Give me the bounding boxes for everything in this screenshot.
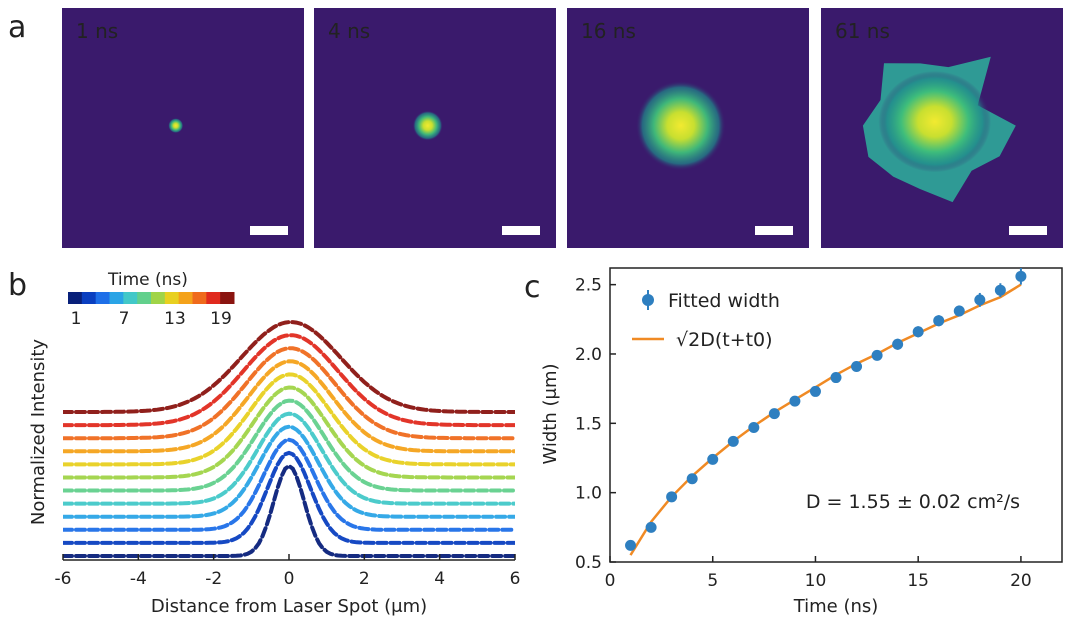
data-point — [953, 305, 965, 317]
image-tile: 4 ns — [314, 8, 556, 248]
y-axis-label: Normalized Intensity — [28, 339, 49, 525]
y-tick-label: 2.0 — [575, 345, 602, 365]
scale-bar — [250, 226, 288, 235]
diffusion-spot — [412, 110, 443, 141]
x-tick-label: 0 — [605, 571, 616, 591]
x-tick-label: -2 — [205, 569, 222, 589]
data-point — [809, 385, 821, 397]
time-label: 61 ns — [835, 19, 890, 43]
x-tick-label: -4 — [130, 569, 147, 589]
colorbar-tick-label: 7 — [119, 309, 130, 329]
scale-bar — [502, 226, 540, 235]
data-point — [871, 349, 883, 361]
tile-background — [62, 8, 304, 248]
colorbar-swatch — [137, 292, 152, 304]
x-axis-label: Distance from Laser Spot (μm) — [151, 596, 427, 617]
series-group — [63, 320, 515, 558]
colorbar-swatch — [95, 292, 110, 304]
image-tile: 61 ns — [821, 8, 1063, 248]
colorbar-swatch — [220, 292, 235, 304]
data-point — [851, 360, 863, 372]
scale-bar — [755, 226, 793, 235]
profile-line-t6 — [63, 411, 515, 506]
profile-line-t15 — [63, 346, 515, 441]
width-plot: 0 5 10 15 20 0.5 1.0 1.5 2.0 2.5 Time (ns) Width (μ… — [540, 267, 1063, 617]
time-label: 1 ns — [76, 19, 118, 43]
data-point — [686, 473, 698, 485]
x-tick-label: 6 — [510, 569, 521, 589]
profile-line-t10 — [63, 385, 515, 480]
profile-line-t11 — [63, 372, 515, 467]
time-label: 16 ns — [581, 19, 636, 43]
profile-line-t2 — [63, 450, 515, 545]
y-tick-label: 1.0 — [575, 484, 602, 504]
colorbar-title: Time (ns) — [107, 270, 188, 290]
profile-line-t13 — [63, 359, 515, 454]
profile-line-t17 — [63, 333, 515, 428]
fit-line — [629, 283, 1022, 556]
data-point — [625, 539, 637, 551]
data-point — [789, 395, 801, 407]
data-point — [994, 284, 1006, 296]
colorbar-tick-label: 1 — [71, 309, 82, 329]
scale-bar — [1009, 226, 1047, 235]
data-point — [830, 372, 842, 384]
x-tick-label: 20 — [1010, 571, 1032, 591]
diffusion-spot — [168, 118, 184, 134]
x-tick-label: 15 — [907, 571, 929, 591]
diffusion-annotation: D = 1.55 ± 0.02 cm²/s — [806, 491, 1020, 513]
plot-frame — [609, 267, 1063, 563]
colorbar-swatch — [164, 292, 180, 304]
data-point — [933, 315, 945, 327]
colorbar-swatch — [68, 292, 83, 304]
colorbar-swatch — [206, 292, 221, 304]
colorbar-swatch — [192, 292, 207, 304]
panel-label-c: c — [524, 270, 541, 305]
data-point — [748, 421, 760, 433]
data-point — [727, 435, 739, 447]
colorbar-swatch — [123, 292, 138, 304]
panel-label-a: a — [8, 10, 27, 45]
legend-points-label: Fitted width — [668, 290, 780, 312]
x-tick-label: 2 — [359, 569, 370, 589]
profile-line-t5 — [63, 424, 515, 519]
profile-line-t8 — [63, 398, 515, 493]
colorbar-swatch — [151, 292, 166, 304]
data-point — [768, 408, 780, 420]
legend-fit-label: √2D(t+t0) — [676, 329, 773, 351]
image-tile: 1 ns — [62, 8, 304, 248]
data-point — [707, 453, 719, 465]
image-tile: 16 ns — [567, 8, 809, 248]
diffusion-spot-core — [878, 70, 992, 173]
data-point — [892, 338, 904, 350]
colorbar-tick-label: 19 — [210, 309, 232, 329]
colorbar-swatch — [178, 292, 193, 304]
x-tick-label: -6 — [55, 569, 72, 589]
data-point — [645, 521, 657, 533]
colorbar-swatch — [81, 292, 97, 304]
x-tick-label: 10 — [805, 571, 827, 591]
profiles-plot: -6 -4 -2 0 2 4 6 Distance from Laser Spot (μm) N… — [28, 270, 520, 617]
y-axis-label: Width (μm) — [540, 363, 561, 464]
data-point — [666, 491, 678, 503]
y-tick-label: 0.5 — [575, 553, 602, 573]
data-point — [974, 294, 986, 306]
x-tick-label: 5 — [707, 571, 718, 591]
x-axis-label: Time (ns) — [793, 596, 879, 617]
y-tick-label: 2.5 — [575, 276, 602, 296]
data-point — [1015, 270, 1027, 282]
colorbar-swatch — [109, 292, 124, 304]
x-tick-label: 0 — [284, 569, 295, 589]
time-label: 4 ns — [328, 19, 370, 43]
data-point — [912, 326, 924, 338]
legend-marker — [642, 294, 654, 306]
x-tick-label: 4 — [434, 569, 445, 589]
y-tick-label: 1.5 — [575, 414, 602, 434]
colorbar-tick-label: 13 — [164, 309, 186, 329]
panel-label-b: b — [8, 268, 28, 303]
profile-line-t3 — [63, 437, 515, 532]
diffusion-spot — [635, 80, 726, 171]
profile-line-t19 — [63, 320, 515, 414]
